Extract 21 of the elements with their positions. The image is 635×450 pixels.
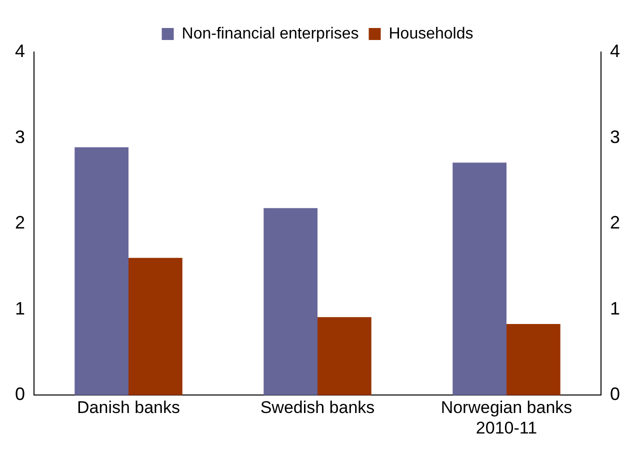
y2-tick-label: 3 (610, 126, 620, 147)
y2-tick-label: 4 (610, 40, 620, 61)
y-tick-label: 0 (14, 384, 26, 404)
legend-label: Non-financial enterprises (182, 25, 359, 42)
y-tick-label: 4 (14, 40, 26, 61)
y2-tick-label: 1 (610, 298, 620, 318)
bar (506, 324, 560, 396)
bar (318, 317, 372, 396)
y2-tick-label: 0 (610, 384, 620, 404)
x-tick-label: Norwegian banks 2010-11 (440, 398, 572, 438)
legend-label: Households (388, 25, 474, 42)
bar (264, 208, 318, 396)
bar (74, 147, 129, 396)
bar (452, 162, 506, 396)
y-tick-label: 1 (14, 298, 26, 318)
y-tick-label: 3 (14, 126, 26, 147)
y-tick-label: 2 (14, 212, 26, 233)
x-tick-label: Swedish banks (260, 398, 375, 418)
bar (128, 258, 182, 396)
x-tick-label: Danish banks (77, 398, 180, 418)
y2-tick-label: 2 (610, 212, 620, 233)
